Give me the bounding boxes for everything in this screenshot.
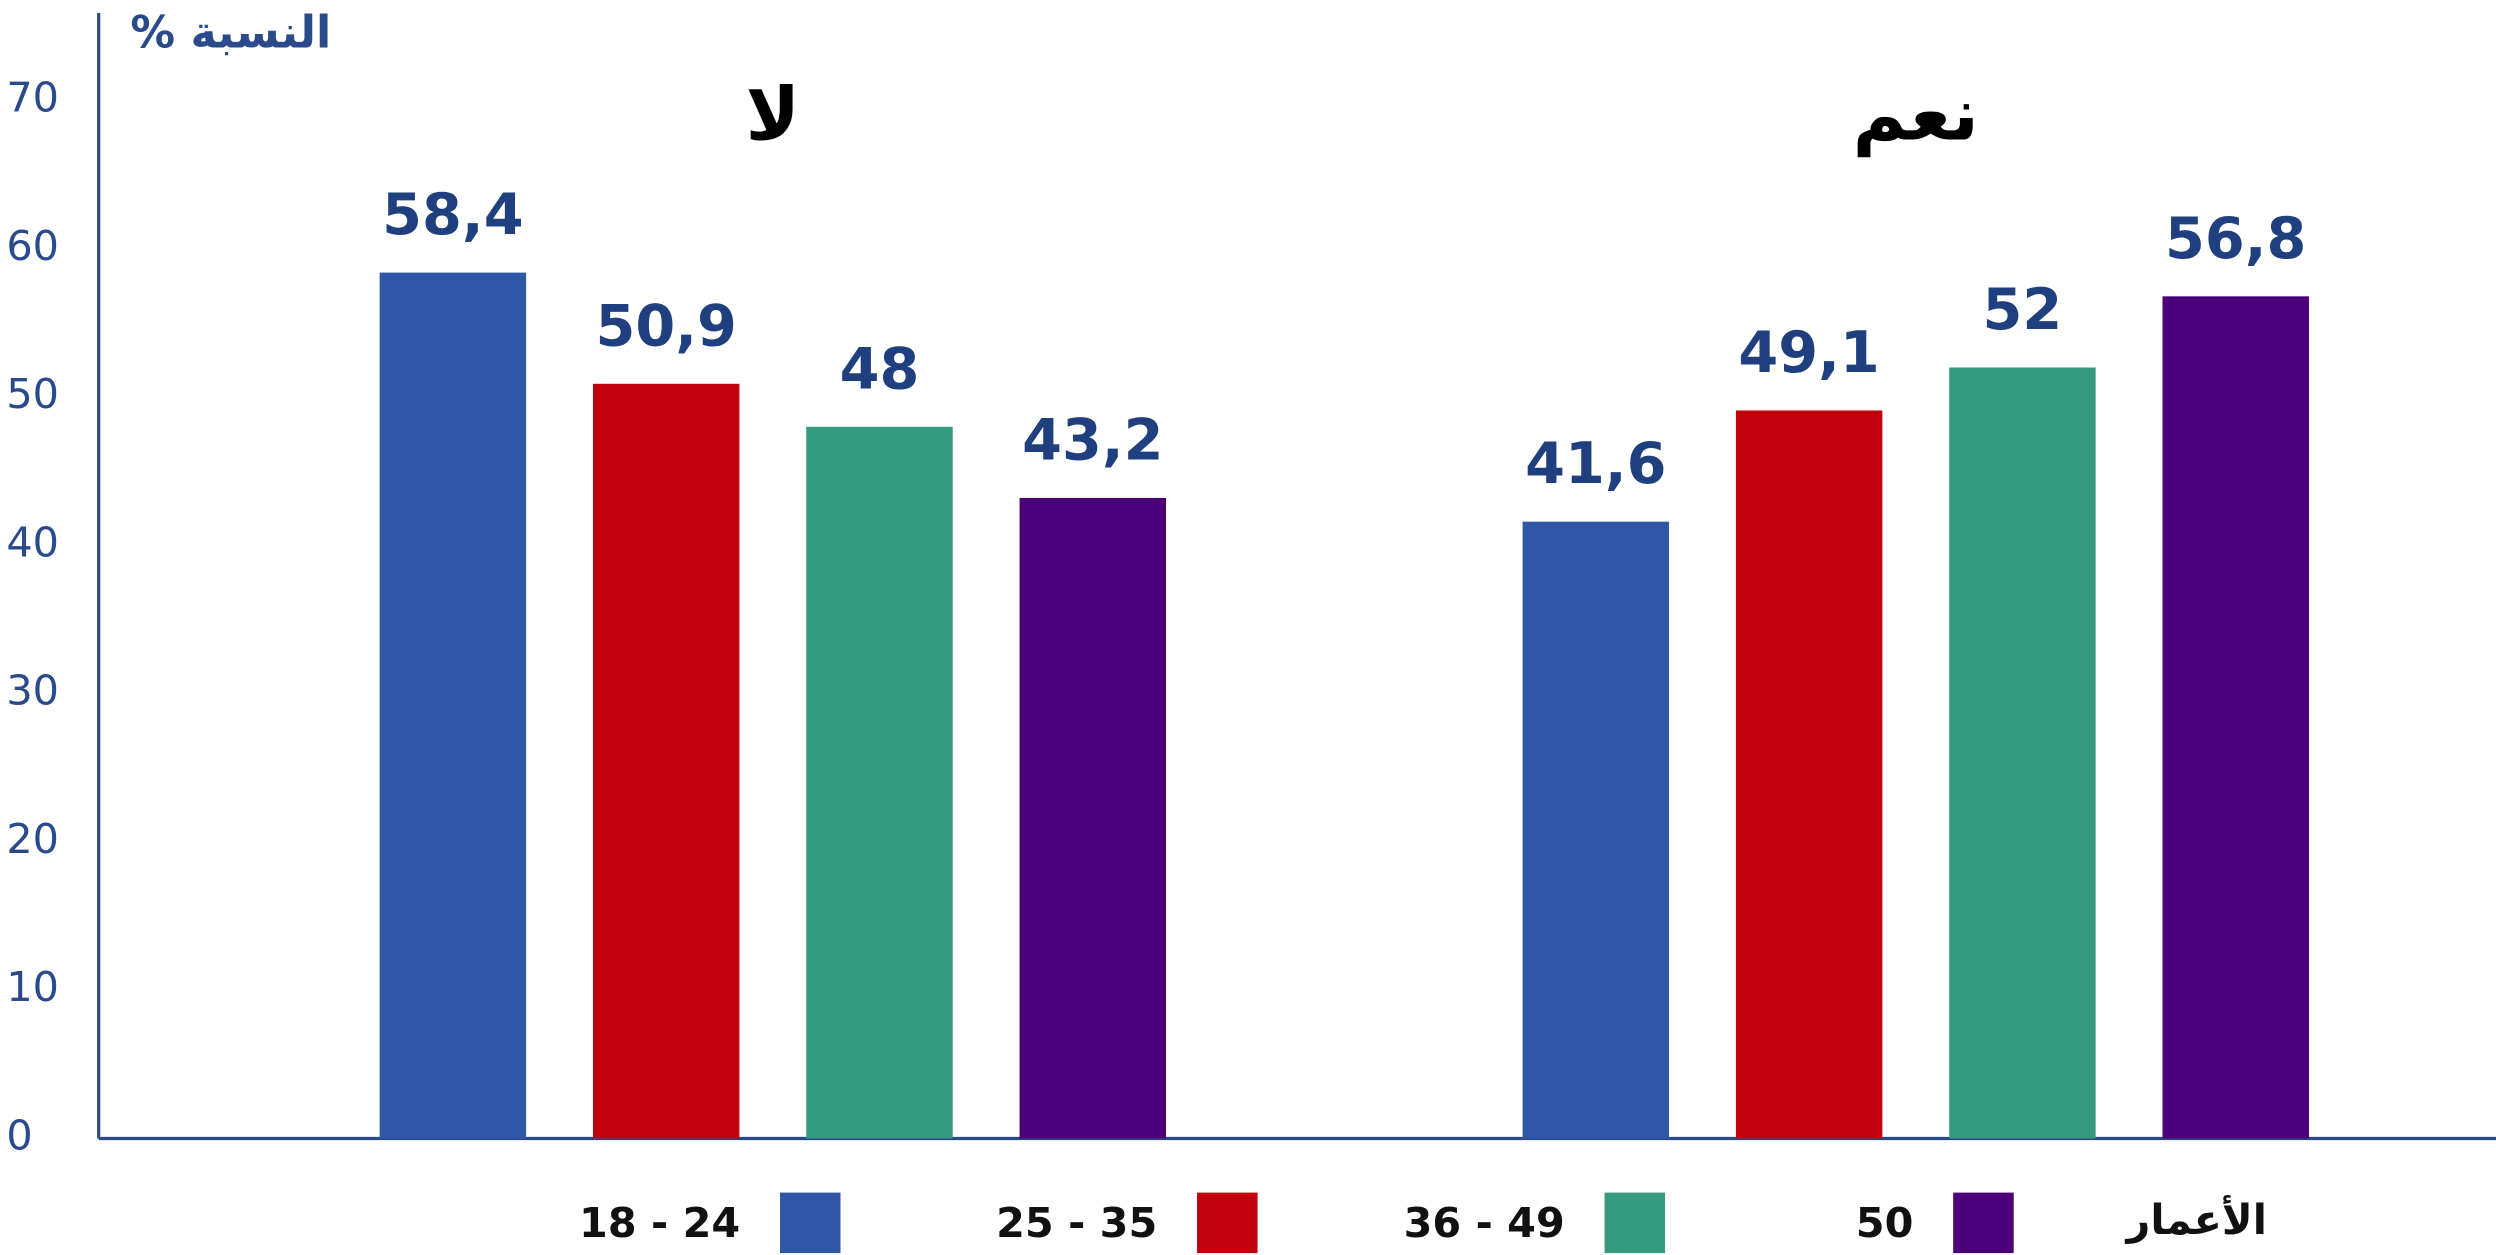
y-tick-label: 40	[6, 518, 59, 566]
y-tick-label: 0	[6, 1111, 32, 1159]
legend-label: 36 - 49	[1404, 1199, 1565, 1247]
y-tick-label: 20	[6, 815, 59, 863]
bar	[592, 383, 740, 1139]
category-label: نعم	[1853, 73, 1979, 158]
value-label: 50,9	[595, 292, 736, 359]
y-tick-label: 50	[6, 370, 59, 418]
bar	[2162, 296, 2309, 1139]
value-label: 52	[1983, 276, 2063, 343]
value-label: 41,6	[1525, 430, 1666, 497]
bar	[1019, 497, 1167, 1139]
legend-swatch	[780, 1192, 841, 1254]
bar	[1949, 367, 2096, 1139]
y-tick-label: 70	[6, 74, 59, 122]
y-tick-label: 60	[6, 222, 59, 270]
category-label: لا	[746, 73, 801, 158]
bar	[806, 426, 953, 1139]
legend-label: 18 - 24	[579, 1199, 740, 1247]
value-label: 56,8	[2165, 205, 2306, 272]
value-label: 48	[840, 335, 920, 402]
legend-label: 50	[1856, 1199, 1914, 1247]
y-axis-label: النسبة %	[130, 6, 331, 58]
y-tick-label: 10	[6, 963, 59, 1011]
bar	[1522, 521, 1670, 1139]
value-label: 49,1	[1738, 319, 1879, 386]
legend-swatch	[1953, 1192, 2014, 1254]
y-tick-label: 30	[6, 667, 59, 715]
value-label: 43,2	[1022, 406, 1163, 473]
legend-swatch	[1604, 1192, 1666, 1254]
legend-label: 25 - 35	[996, 1199, 1157, 1247]
legend-title: الأعمار	[2125, 1194, 2267, 1244]
bar	[379, 272, 527, 1139]
bar	[1735, 410, 1883, 1139]
value-label: 58,4	[382, 181, 523, 248]
legend-swatch	[1197, 1192, 1258, 1254]
